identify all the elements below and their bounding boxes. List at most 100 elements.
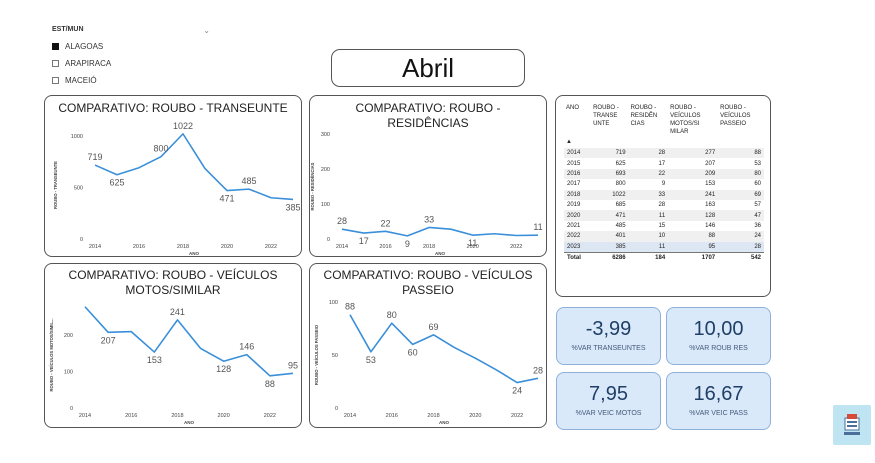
data-point[interactable] <box>160 155 163 158</box>
column-header[interactable]: ROUBO - VEÍCULOS MOTOS/SI MILAR <box>670 105 701 135</box>
kpi-var-transeuntes: -3,99 %VAR TRANSEUNTES <box>556 307 661 365</box>
table-cell: 485 <box>615 222 626 229</box>
data-point[interactable] <box>292 198 295 201</box>
table-row: 2014 719 28 277 88 <box>564 148 764 159</box>
data-point[interactable] <box>537 234 540 237</box>
table-row: 2017 800 9 153 60 <box>564 179 764 189</box>
sort-ascending-icon[interactable]: ▲ <box>566 139 572 145</box>
checkbox-icon[interactable] <box>52 60 59 67</box>
column-header[interactable]: ROUBO - RESIDÊN CIAS <box>630 105 658 127</box>
data-point[interactable] <box>516 381 519 384</box>
table-total-row: Total 6286 184 1707 542 <box>564 251 764 263</box>
data-point[interactable] <box>130 330 133 333</box>
x-tick-label: 2014 <box>79 413 91 419</box>
data-point[interactable] <box>428 226 431 229</box>
data-point[interactable] <box>449 228 452 231</box>
x-tick-label: 2022 <box>511 413 523 419</box>
x-tick-label: 2018 <box>171 413 183 419</box>
y-tick-label: 0 <box>70 406 73 412</box>
data-point[interactable] <box>341 228 344 231</box>
data-point[interactable] <box>94 164 97 167</box>
chevron-down-icon[interactable]: ⌄ <box>203 26 210 35</box>
data-point[interactable] <box>226 189 229 192</box>
table-cell: 80 <box>718 168 764 180</box>
data-point[interactable] <box>384 230 387 233</box>
column-header[interactable]: ROUBO - TRANSE UNTE <box>593 105 619 127</box>
y-tick-label: 0 <box>327 237 330 243</box>
y-axis-label: ROUBO - VEÍCULOS MOTOS/SIMIL... <box>49 319 54 392</box>
data-point[interactable] <box>107 331 110 334</box>
data-point[interactable] <box>248 188 251 191</box>
table-cell: 28 <box>628 148 669 159</box>
table-cell: 2016 <box>564 168 592 180</box>
x-tick-label: 2018 <box>427 413 439 419</box>
data-point[interactable] <box>176 318 179 321</box>
column-header[interactable]: ROUBO - VEÍCULOS PASSEIO <box>720 105 751 127</box>
slicer-item-arapiraca[interactable]: ARAPIRACA <box>52 55 212 72</box>
data-point[interactable] <box>116 173 119 176</box>
data-label: 95 <box>288 360 298 370</box>
table-cell: 17 <box>658 160 666 167</box>
table-cell: 6286 <box>591 251 629 263</box>
table-cell: 401 <box>591 231 629 242</box>
checkbox-checked-icon[interactable] <box>52 43 59 50</box>
data-point[interactable] <box>270 196 273 199</box>
chart-panel-transeunte[interactable]: COMPARATIVO: ROUBO - TRANSEUNTE 0 500 1000… <box>44 95 302 257</box>
data-point[interactable] <box>390 322 393 325</box>
crest-icon <box>844 414 860 435</box>
table-cell: 47 <box>718 210 764 221</box>
table-cell: 22 <box>628 168 669 180</box>
data-label: 28 <box>533 365 543 375</box>
data-point[interactable] <box>138 166 141 169</box>
data-point[interactable] <box>537 377 540 380</box>
chart-panel-veiculos-passeio[interactable]: COMPARATIVO: ROUBO - VEÍCULOS PASSEIO 0 5… <box>309 263 547 428</box>
data-point[interactable] <box>432 333 435 336</box>
data-point[interactable] <box>411 343 414 346</box>
line-chart-residencias: 0 100 200 300 2014 2016 2018 2020 2022 ANO ROUBO -… <box>310 132 543 256</box>
kpi-var-veic-pass: 16,67 %VAR VEIC PASS <box>666 372 771 430</box>
data-point[interactable] <box>268 374 271 377</box>
data-point[interactable] <box>84 305 87 308</box>
data-point[interactable] <box>204 167 207 170</box>
column-header[interactable]: ANO <box>566 105 580 111</box>
table-cell: 24 <box>718 231 764 242</box>
y-tick-label: 0 <box>335 406 338 412</box>
table-cell: 146 <box>705 222 716 229</box>
checkbox-icon[interactable] <box>52 77 59 84</box>
table-cell: 385 <box>591 241 629 253</box>
data-point[interactable] <box>199 347 202 350</box>
data-label: 33 <box>424 214 434 224</box>
x-tick-label: 2014 <box>344 413 356 419</box>
table-cell: 88 <box>718 148 764 159</box>
data-point[interactable] <box>292 372 295 375</box>
data-point[interactable] <box>495 368 498 371</box>
data-label: 9 <box>405 239 410 249</box>
chart-panel-residencias[interactable]: COMPARATIVO: ROUBO - RESIDÊNCIAS 0 100 200… <box>309 95 547 257</box>
data-point[interactable] <box>406 234 409 237</box>
data-point[interactable] <box>245 353 248 356</box>
data-point[interactable] <box>369 350 372 353</box>
y-axis-label: ROUBO - RESIDÊNCIAS <box>310 162 315 210</box>
x-tick-label: 2014 <box>336 244 348 250</box>
data-point[interactable] <box>493 232 496 235</box>
table-cell: 10 <box>628 231 669 242</box>
data-point[interactable] <box>153 351 156 354</box>
data-point[interactable] <box>222 360 225 363</box>
data-point[interactable] <box>182 132 185 135</box>
data-point[interactable] <box>471 234 474 237</box>
x-axis-label: ANO <box>435 251 445 256</box>
data-point[interactable] <box>362 232 365 235</box>
table-cell: 11 <box>628 241 669 253</box>
data-label: 22 <box>381 218 391 228</box>
data-point[interactable] <box>474 357 477 360</box>
table-cell: 53 <box>754 160 761 167</box>
slicer-item-alagoas[interactable]: ALAGOAS <box>52 38 212 55</box>
chart-panel-veiculos-motos[interactable]: COMPARATIVO: ROUBO - VEÍCULOS MOTOS/SIMI… <box>44 263 302 428</box>
slicer-item-maceio[interactable]: MACEIÓ <box>52 72 212 89</box>
y-tick-label: 1000 <box>71 134 83 140</box>
data-point[interactable] <box>515 234 518 237</box>
data-table-panel[interactable]: ANO ROUBO - TRANSE UNTE ROUBO - RESIDÊN … <box>555 95 771 297</box>
data-point[interactable] <box>453 346 456 349</box>
x-tick-label: 2016 <box>386 413 398 419</box>
data-point[interactable] <box>349 313 352 316</box>
